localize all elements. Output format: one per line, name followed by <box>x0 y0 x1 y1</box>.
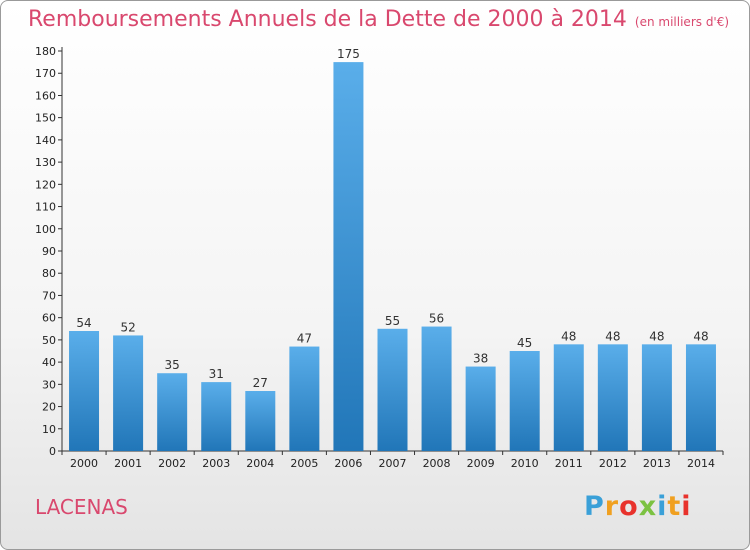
logo-letter: x <box>638 491 658 522</box>
x-tick-label: 2002 <box>158 457 186 470</box>
x-tick-label: 2003 <box>202 457 230 470</box>
logo-letter: r <box>604 491 620 522</box>
x-tick-label: 2010 <box>511 457 539 470</box>
data-label-2010: 45 <box>517 336 532 350</box>
axes: 0 10 20 30 40 50 60 70 80 90 100 110 120 130 140 150 160… <box>35 45 724 470</box>
x-tick-label: 2013 <box>643 457 671 470</box>
data-label-2004: 27 <box>253 376 268 390</box>
chart-unit-note: (en milliers d'€) <box>634 15 730 29</box>
data-label-2012: 48 <box>605 329 620 343</box>
x-tick-label: 2012 <box>599 457 627 470</box>
x-tick-label: 2000 <box>70 457 98 470</box>
y-tick-label: 100 <box>35 223 56 236</box>
data-label-2000: 54 <box>76 316 91 330</box>
data-label-2009: 38 <box>473 352 488 366</box>
bar-2007 <box>377 328 408 451</box>
bar-2010 <box>509 351 540 451</box>
data-label-2003: 31 <box>209 367 224 381</box>
bar-2013 <box>641 344 672 451</box>
y-tick-label: 40 <box>42 356 56 369</box>
proxiti-logo: Proxiti <box>584 491 692 522</box>
bars: 54 52 35 31 27 47 175 55 56 38 45 48 48 48 48 <box>69 47 716 451</box>
data-label-2001: 52 <box>120 320 135 334</box>
chart-title-main: Remboursements Annuels de la Dette de 20… <box>28 7 627 32</box>
bar-2000 <box>69 331 100 451</box>
logo-letter: P <box>584 491 605 522</box>
y-tick-label: 60 <box>42 312 56 325</box>
bar-2008 <box>421 326 452 451</box>
x-tick-label: 2011 <box>555 457 583 470</box>
logo-letter: i <box>681 491 692 522</box>
data-label-2013: 48 <box>649 329 664 343</box>
x-tick-label: 2004 <box>246 457 274 470</box>
data-label-2002: 35 <box>165 358 180 372</box>
data-label-2011: 48 <box>561 329 576 343</box>
bar-2005 <box>289 346 320 451</box>
y-tick-label: 180 <box>35 45 56 58</box>
y-tick-label: 0 <box>49 445 56 458</box>
y-tick-label: 80 <box>42 267 56 280</box>
x-tick-label: 2014 <box>687 457 715 470</box>
y-tick-label: 30 <box>42 378 56 391</box>
x-tick-label: 2007 <box>379 457 407 470</box>
x-tick-label: 2006 <box>334 457 362 470</box>
y-tick-label: 10 <box>42 423 56 436</box>
bar-2012 <box>597 344 628 451</box>
bar-2003 <box>201 382 232 451</box>
data-label-2008: 56 <box>429 312 444 326</box>
bar-2009 <box>465 366 496 451</box>
logo-letter: i <box>657 491 668 522</box>
logo-letter: t <box>667 491 682 522</box>
data-label-2007: 55 <box>385 314 400 328</box>
chart-title: Remboursements Annuels de la Dette de 20… <box>28 7 729 32</box>
data-label-2005: 47 <box>297 332 312 346</box>
y-tick-label: 150 <box>35 112 56 125</box>
commune-name: LACENAS <box>35 495 128 519</box>
y-tick-label: 50 <box>42 334 56 347</box>
y-tick-label: 70 <box>42 289 56 302</box>
bar-2004 <box>245 391 276 451</box>
y-tick-label: 120 <box>35 178 56 191</box>
x-tick-label: 2001 <box>114 457 142 470</box>
y-tick-label: 170 <box>35 67 56 80</box>
bar-2002 <box>157 373 188 451</box>
data-label-2006: 175 <box>337 47 360 61</box>
y-tick-label: 130 <box>35 156 56 169</box>
y-tick-label: 110 <box>35 201 56 214</box>
y-tick-label: 90 <box>42 245 56 258</box>
logo-letter: o <box>619 491 639 522</box>
x-tick-label: 2008 <box>423 457 451 470</box>
bar-2014 <box>685 344 716 451</box>
x-tick-label: 2005 <box>290 457 318 470</box>
x-tick-label: 2009 <box>467 457 495 470</box>
data-label-2014: 48 <box>693 329 708 343</box>
bar-2006 <box>333 62 364 451</box>
bar-2001 <box>113 335 144 451</box>
y-tick-label: 20 <box>42 401 56 414</box>
y-tick-label: 140 <box>35 134 56 147</box>
bar-2011 <box>553 344 584 451</box>
y-tick-label: 160 <box>35 89 56 102</box>
